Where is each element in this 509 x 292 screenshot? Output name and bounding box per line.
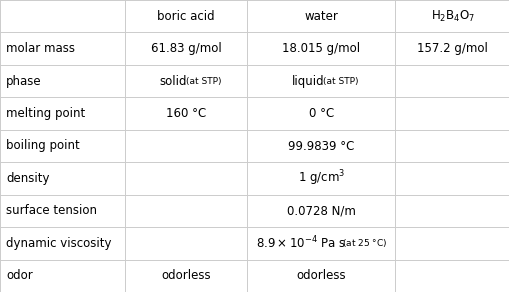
Text: 0.0728 N/m: 0.0728 N/m — [286, 204, 355, 217]
Text: 61.83 g/mol: 61.83 g/mol — [151, 42, 221, 55]
Text: boric acid: boric acid — [157, 10, 214, 23]
Text: molar mass: molar mass — [6, 42, 75, 55]
Text: 0 °C: 0 °C — [308, 107, 333, 120]
Text: $\mathrm{H_2B_4O_7}$: $\mathrm{H_2B_4O_7}$ — [430, 9, 474, 24]
Text: 160 °C: 160 °C — [166, 107, 206, 120]
Text: 99.9839 °C: 99.9839 °C — [288, 140, 354, 152]
Text: solid: solid — [0, 291, 1, 292]
Text: (at 25 $\degree$C): (at 25 $\degree$C) — [342, 237, 386, 249]
Text: (at STP): (at STP) — [322, 77, 358, 86]
Text: odor: odor — [6, 269, 33, 282]
Text: 18.015 g/mol: 18.015 g/mol — [281, 42, 360, 55]
Text: liquid: liquid — [292, 75, 324, 88]
Text: 157.2 g/mol: 157.2 g/mol — [416, 42, 487, 55]
Text: solid: solid — [159, 75, 187, 88]
Text: phase: phase — [6, 75, 42, 88]
Text: surface tension: surface tension — [6, 204, 97, 217]
Text: odorless: odorless — [161, 269, 211, 282]
Text: 1 g/cm$^3$: 1 g/cm$^3$ — [297, 169, 344, 188]
Text: boiling point: boiling point — [6, 140, 80, 152]
Text: water: water — [304, 10, 337, 23]
Text: (at STP): (at STP) — [186, 77, 221, 86]
Text: $8.9\times10^{-4}$ Pa s: $8.9\times10^{-4}$ Pa s — [256, 235, 345, 252]
Text: density: density — [6, 172, 49, 185]
Text: dynamic viscosity: dynamic viscosity — [6, 237, 111, 250]
Text: melting point: melting point — [6, 107, 85, 120]
Text: odorless: odorless — [296, 269, 346, 282]
